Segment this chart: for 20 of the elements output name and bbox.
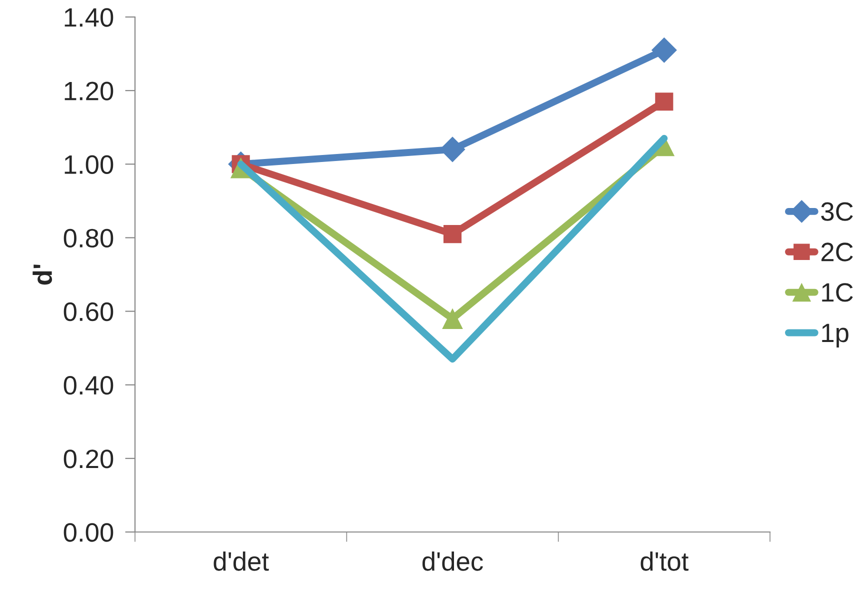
y-tick-label: 0.00 <box>64 523 114 542</box>
y-tick-label: 1.00 <box>64 155 114 174</box>
point <box>443 225 462 244</box>
legend-label: 3C <box>821 202 853 221</box>
y-tick-label: 0.20 <box>64 450 114 468</box>
y-tick-label: 0.80 <box>64 228 114 248</box>
y-axis-title: d' <box>32 264 52 285</box>
legend-label: 2C <box>821 242 853 262</box>
legend-label: 1p <box>822 324 848 348</box>
point <box>442 308 463 330</box>
point <box>655 92 674 111</box>
x-tick-label: d'det <box>214 551 269 571</box>
legend-label: 1C <box>822 283 853 302</box>
y-tick-label: 0.60 <box>64 302 114 322</box>
point <box>651 37 677 63</box>
y-tick-label: 1.40 <box>64 8 114 27</box>
y-tick-label: 0.40 <box>64 376 114 395</box>
x-tick-label: d'dec <box>422 551 483 571</box>
y-tick-label: 1.20 <box>64 82 114 100</box>
x-tick-label: d'tot <box>640 551 688 571</box>
